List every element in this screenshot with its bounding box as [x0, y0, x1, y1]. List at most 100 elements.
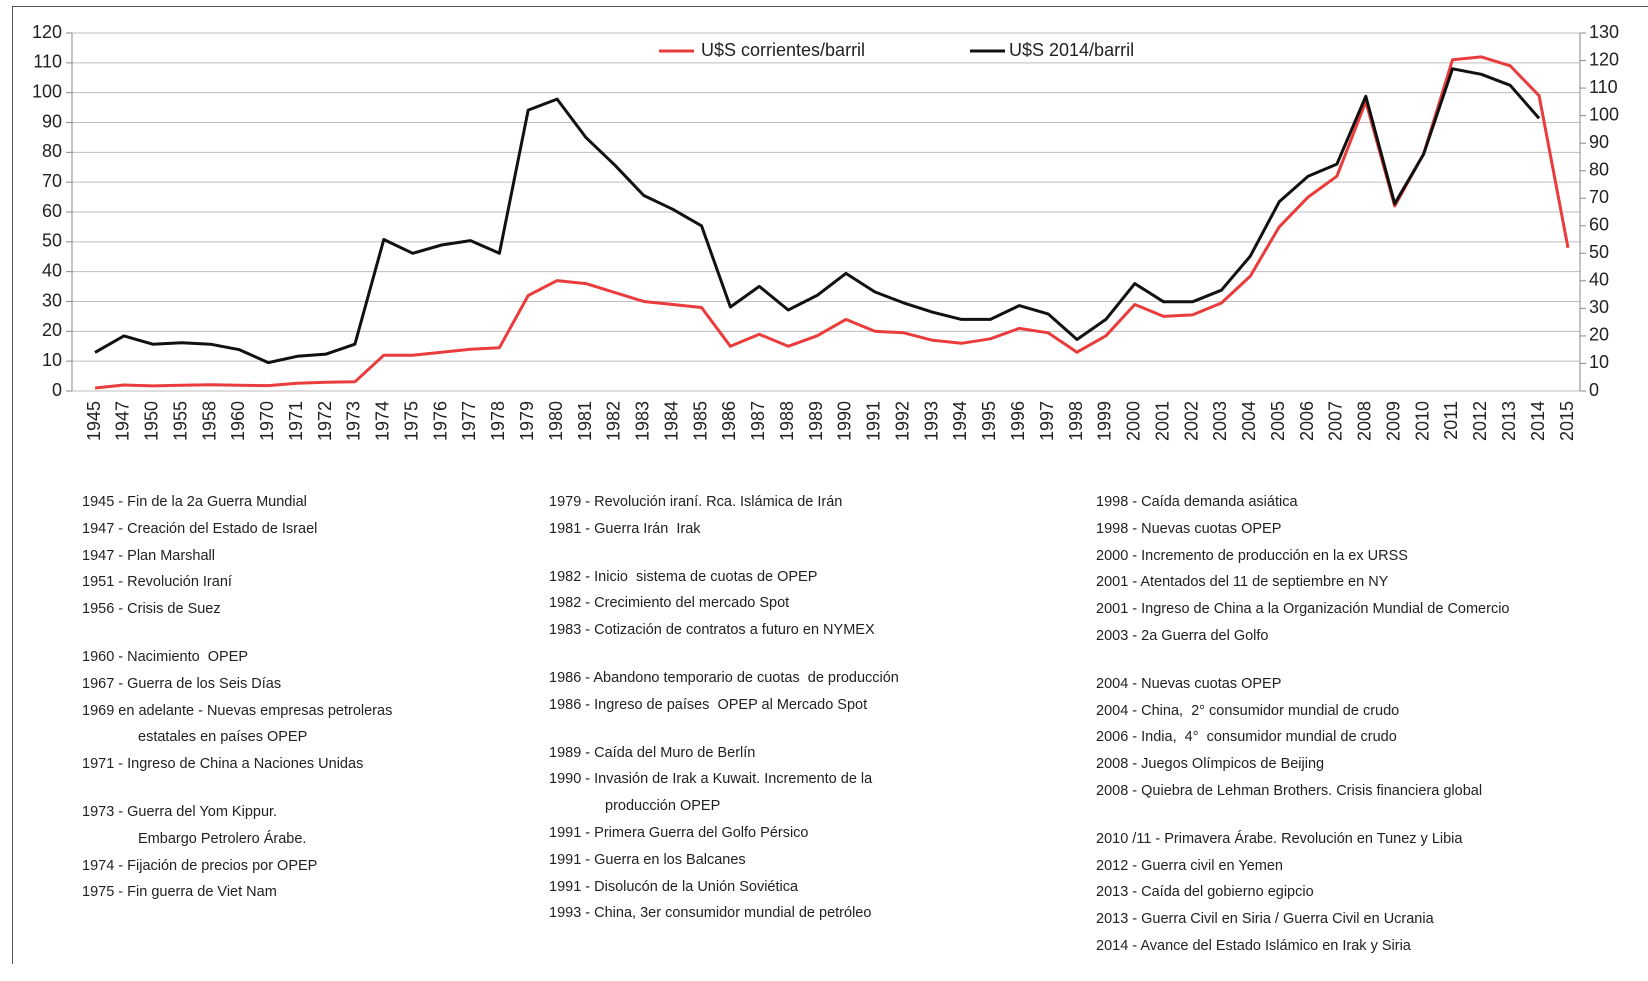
- event-group: 1960 - Nacimiento OPEP 1967 - Guerra de l…: [82, 644, 392, 778]
- event-line: 2004 - Nuevas cuotas OPEP: [1096, 675, 1282, 692]
- y2-tick-label: 70: [1589, 187, 1609, 207]
- events: 1945 - Fin de la 2a Guerra Mundial 1947 -…: [0, 489, 1648, 964]
- event-line: 2000 - Incremento de producción en la ex…: [1096, 547, 1408, 564]
- x-tick-label: 1974: [373, 401, 393, 441]
- x-tick-label: 2012: [1470, 401, 1490, 441]
- event-line: 1998 - Nuevas cuotas OPEP: [1096, 520, 1282, 537]
- x-tick-label: 2015: [1557, 401, 1577, 441]
- legend-label: U$S corrientes/barril: [701, 40, 865, 60]
- event-group: 1998 - Caída demanda asiática 1998 - Nuev…: [1096, 489, 1509, 650]
- event-line: 1945 - Fin de la 2a Guerra Mundial: [82, 494, 307, 510]
- x-tick-label: 2003: [1210, 401, 1230, 441]
- x-tick-label: 1986: [719, 401, 739, 441]
- event-line: 1951 - Revolución Iraní: [82, 574, 232, 591]
- y-tick-label: 90: [42, 111, 62, 131]
- x-tick-label: 1987: [748, 401, 768, 441]
- event-group: 1989 - Caída del Muro de Berlín 1990 - In…: [549, 740, 899, 928]
- x-tick-label: 1985: [690, 401, 710, 441]
- y2-tick-label: 10: [1589, 352, 1609, 372]
- event-line: 1983 - Cotización de contratos a futuro …: [549, 622, 875, 639]
- series-line: [94, 55, 1570, 390]
- y2-tick-label: 0: [1589, 380, 1599, 400]
- x-tick-label: 1996: [1008, 401, 1028, 441]
- y2-tick-label: 100: [1589, 104, 1619, 124]
- x-tick-label: 1984: [661, 401, 681, 441]
- y2-tick-label: 130: [1589, 22, 1619, 42]
- x-tick-label: 1989: [806, 401, 826, 441]
- chart: 0 10 20 30 40 50 60 70 80 90 100 110 120 0 10 20 30 40 50 6…: [32, 22, 1619, 441]
- y-tick-label: 70: [42, 171, 62, 191]
- event-line: estatales en países OPEP: [138, 729, 308, 746]
- event-line: 1982 - Inicio sistema de cuotas de OPEP: [549, 568, 818, 585]
- y-tick-label: 0: [52, 380, 62, 400]
- x-tick-label: 2006: [1297, 401, 1317, 441]
- x-tick-label: 2014: [1528, 401, 1548, 441]
- event-line: 2008 - Juegos Olímpicos de Beijing: [1096, 756, 1325, 773]
- event-line: 1967 - Guerra de los Seis Días: [82, 675, 282, 692]
- event-group: 2010 /11 - Primavera Árabe. Revolución e…: [1096, 826, 1509, 960]
- event-line: 1974 - Fijación de precios por OPEP: [82, 857, 318, 874]
- y-tick-label: 110: [33, 52, 62, 72]
- x-tick-label: 1982: [604, 401, 624, 441]
- event-line: 1971 - Ingreso de China a Naciones Unida…: [82, 756, 364, 773]
- y-tick-label: 40: [42, 260, 62, 280]
- event-line: 1973 - Guerra del Yom Kippur.: [82, 803, 278, 820]
- x-tick-label: 1991: [864, 401, 884, 441]
- legend-label: U$S 2014/barril: [1009, 40, 1134, 60]
- event-line: 2014 - Avance del Estado Islámico en Ira…: [1096, 937, 1411, 954]
- event-line: 1990 - Invasión de Irak a Kuwait. Increm…: [549, 771, 873, 788]
- event-line: 1960 - Nacimiento OPEP: [82, 648, 249, 665]
- y-tick-label: 100: [32, 81, 62, 101]
- x-tick-label: 1955: [170, 401, 190, 441]
- y-tick-label: 80: [42, 141, 62, 161]
- event-group: 1973 - Guerra del Yom Kippur. Embargo Pet…: [82, 799, 392, 906]
- event-line: 1979 - Revolución iraní. Rca. Islámica d…: [549, 494, 843, 510]
- event-line: 1986 - Abandono temporario de cuotas de …: [549, 669, 899, 686]
- event-column: 1979 - Revolución iraní. Rca. Islámica d…: [549, 489, 899, 948]
- event-line: 1989 - Caída del Muro de Berlín: [549, 744, 756, 761]
- event-column: 1998 - Caída demanda asiática 1998 - Nuev…: [1096, 489, 1509, 981]
- event-line: 2010 /11 - Primavera Árabe. Revolución e…: [1096, 830, 1463, 847]
- series-line: [94, 67, 1541, 365]
- x-tick-label: 1973: [344, 401, 364, 441]
- x-tick-label: 1992: [892, 401, 912, 441]
- y2-tick-label: 120: [1589, 49, 1619, 69]
- x-tick-label: 1981: [575, 401, 595, 441]
- x-tick-label: 1971: [286, 401, 306, 441]
- event-line: 1991 - Disolucón de la Unión Soviética: [549, 878, 799, 895]
- event-column: 1945 - Fin de la 2a Guerra Mundial 1947 -…: [82, 489, 392, 927]
- event-line: producción OPEP: [605, 798, 721, 815]
- event-line: 1969 en adelante - Nuevas empresas petro…: [82, 702, 393, 719]
- x-tick-label: 2000: [1124, 401, 1144, 441]
- event-line: 1986 - Ingreso de países OPEP al Mercado…: [549, 696, 868, 713]
- event-line: 2013 - Guerra Civil en Siria / Guerra Ci…: [1096, 911, 1434, 928]
- x-tick-label: 1994: [950, 401, 970, 441]
- y-tick-label: 50: [42, 231, 62, 251]
- event-line: 1975 - Fin guerra de Viet Nam: [82, 884, 277, 901]
- x-tick-label: 1998: [1066, 401, 1086, 441]
- x-tick-label: 1960: [228, 401, 248, 441]
- x-tick-label: 2008: [1355, 401, 1375, 441]
- event-line: 1991 - Guerra en los Balcanes: [549, 851, 746, 868]
- x-tick-label: 2007: [1326, 401, 1346, 441]
- event-line: 1982 - Crecimiento del mercado Spot: [549, 595, 790, 612]
- x-tick-label: 1958: [199, 401, 219, 441]
- y2-tick-label: 40: [1589, 270, 1609, 290]
- x-tick-label: 1970: [257, 401, 277, 441]
- x-tick-label: 1977: [459, 401, 479, 441]
- x-tick-label: 1988: [777, 401, 797, 441]
- event-line: 1947 - Creación del Estado de Israel: [82, 520, 318, 537]
- event-line: 2003 - 2a Guerra del Golfo: [1096, 627, 1269, 644]
- y2-tick-label: 90: [1589, 132, 1609, 152]
- x-tick-label: 2001: [1152, 401, 1172, 441]
- x-tick-label: 2010: [1412, 401, 1432, 441]
- event-line: 1947 - Plan Marshall: [82, 547, 215, 564]
- x-tick-label: 1993: [921, 401, 941, 441]
- y-tick-label: 60: [42, 201, 62, 221]
- event-line: 2001 - Ingreso de China a la Organizació…: [1096, 601, 1510, 618]
- x-tick-label: 1975: [401, 401, 421, 441]
- event-group: 1945 - Fin de la 2a Guerra Mundial 1947 -…: [82, 489, 392, 623]
- event-line: 1998 - Caída demanda asiática: [1096, 494, 1298, 510]
- y2-tick-label: 20: [1589, 325, 1609, 345]
